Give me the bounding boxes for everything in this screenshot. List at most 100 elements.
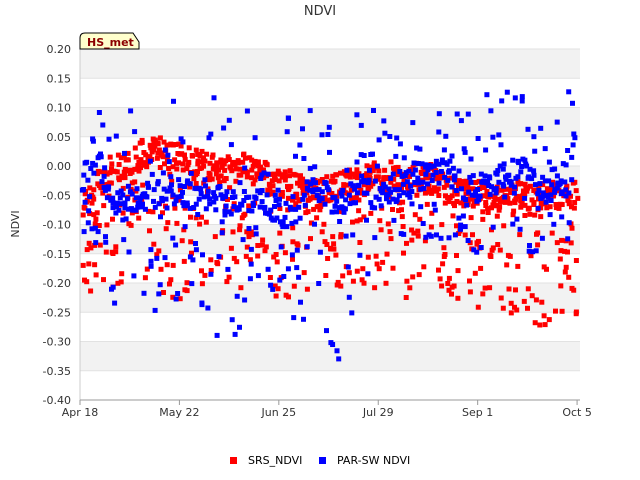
- y-tick-label: -0.15: [43, 248, 71, 261]
- data-point: [100, 122, 106, 128]
- data-point: [450, 213, 456, 219]
- data-point: [495, 168, 501, 173]
- data-point: [151, 241, 157, 247]
- data-point: [407, 194, 413, 200]
- data-point: [558, 178, 564, 184]
- data-point: [397, 169, 403, 174]
- data-point: [382, 184, 388, 190]
- data-point: [463, 197, 469, 202]
- data-point: [566, 274, 572, 280]
- data-point: [154, 155, 160, 161]
- data-point: [446, 235, 452, 241]
- x-tick-label: May 22: [159, 406, 199, 419]
- data-point: [174, 220, 180, 226]
- data-point: [195, 212, 201, 217]
- data-point: [244, 108, 250, 114]
- data-point: [409, 201, 415, 207]
- data-point: [176, 160, 181, 166]
- data-point: [538, 205, 544, 211]
- data-point: [361, 179, 367, 185]
- data-point: [508, 179, 514, 185]
- data-point: [125, 183, 131, 189]
- data-point: [354, 268, 360, 274]
- data-point: [85, 177, 91, 183]
- data-point: [390, 265, 396, 271]
- data-point: [103, 239, 109, 245]
- data-point: [254, 174, 260, 179]
- data-point: [148, 258, 154, 264]
- data-point: [446, 275, 452, 281]
- data-point: [221, 161, 227, 167]
- data-point: [575, 195, 581, 201]
- data-point: [223, 203, 229, 209]
- data-point: [419, 161, 425, 167]
- data-point: [554, 119, 560, 125]
- data-point: [514, 216, 520, 222]
- data-point: [440, 261, 446, 267]
- data-point: [122, 200, 128, 206]
- data-point: [536, 188, 542, 193]
- data-point: [200, 252, 205, 258]
- data-point: [383, 280, 389, 286]
- data-point: [486, 174, 492, 180]
- data-point: [470, 186, 476, 192]
- data-point: [342, 206, 348, 212]
- data-point: [277, 277, 283, 283]
- data-point: [387, 134, 393, 139]
- data-point: [264, 162, 270, 168]
- data-point: [539, 235, 545, 241]
- data-point: [246, 208, 252, 214]
- data-point: [512, 184, 518, 190]
- data-point: [246, 234, 252, 240]
- data-point: [282, 214, 288, 220]
- data-point: [357, 252, 363, 258]
- data-point: [399, 173, 405, 179]
- data-point: [546, 317, 552, 323]
- data-point: [270, 189, 276, 195]
- data-point: [569, 204, 574, 210]
- data-point: [357, 217, 363, 223]
- data-point: [356, 182, 362, 188]
- data-point: [391, 217, 397, 223]
- data-point: [460, 213, 466, 219]
- data-point: [461, 146, 467, 152]
- data-point: [93, 272, 99, 278]
- data-point: [289, 252, 295, 258]
- data-point: [110, 195, 116, 201]
- data-point: [549, 182, 555, 188]
- data-point: [297, 197, 303, 203]
- data-point: [528, 253, 534, 259]
- data-point: [118, 279, 124, 285]
- data-point: [165, 152, 171, 158]
- data-point: [307, 108, 313, 114]
- data-point: [267, 275, 273, 280]
- data-point: [513, 287, 518, 293]
- data-point: [237, 180, 243, 186]
- data-point: [530, 249, 536, 255]
- data-point: [175, 291, 181, 296]
- data-point: [224, 189, 230, 195]
- data-point: [164, 262, 170, 268]
- data-point: [527, 211, 533, 217]
- data-point: [325, 256, 331, 261]
- data-point: [102, 165, 108, 171]
- data-point: [423, 171, 429, 177]
- data-point: [351, 171, 357, 177]
- data-point: [275, 286, 281, 292]
- data-point: [117, 195, 123, 201]
- data-point: [234, 259, 240, 265]
- data-point: [91, 196, 97, 202]
- data-point: [144, 266, 150, 272]
- data-point: [395, 164, 401, 170]
- data-point: [431, 201, 437, 207]
- data-point: [558, 283, 564, 289]
- data-point: [313, 187, 319, 193]
- data-point: [259, 188, 265, 193]
- data-point: [566, 199, 572, 205]
- data-point: [358, 187, 364, 193]
- data-point: [433, 170, 439, 175]
- data-point: [364, 190, 370, 196]
- data-point: [249, 232, 255, 238]
- data-point: [163, 226, 169, 232]
- data-point: [335, 279, 341, 285]
